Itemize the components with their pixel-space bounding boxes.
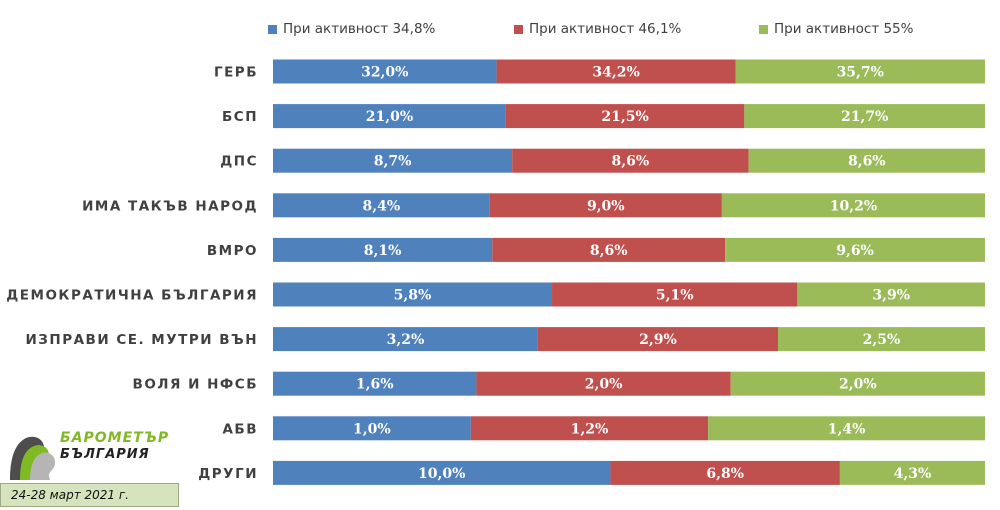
bar-value-label: 9,6% [836,243,874,259]
category-label: ДРУГИ [198,466,258,482]
bar-segment [725,237,985,262]
date-note: 24-28 март 2021 г. [0,483,179,507]
category-label: ВОЛЯ И НФСБ [133,377,258,393]
bar-segment [537,327,779,352]
bar-segment [797,282,985,307]
bar-segment [552,282,798,307]
category-label: БСП [222,109,258,125]
bar-segment [273,193,490,218]
bar-segment [744,104,985,129]
bar-value-label: 5,8% [394,288,432,304]
bar-value-label: 21,5% [601,109,648,125]
bar-segment [273,59,497,84]
category-label: ДЕМОКРАТИЧНА БЪЛГАРИЯ [6,288,258,304]
bar-value-label: 8,1% [364,243,402,259]
legend-swatch-series-1 [268,24,277,34]
bar-segment [512,148,749,173]
bar-segment [273,237,493,262]
bar-value-label: 3,9% [872,288,910,304]
bar-segment [730,371,985,396]
legend-item-series-2: При активност 46,1% [514,21,681,37]
legend-item-series-1: При активност 34,8% [268,21,435,37]
category-label: ИЗПРАВИ СЕ. МУТРИ ВЪН [26,332,259,348]
bar-segment [273,327,538,352]
category-label: АБВ [222,421,258,437]
bar-segment [735,59,985,84]
bar-value-label: 10,0% [418,466,465,482]
bar-value-label: 2,5% [863,332,901,348]
bar-segment [470,416,709,441]
bar-segment [610,460,840,485]
legend: При активност 34,8% При активност 46,1% … [0,21,1000,41]
bar-segment [721,193,985,218]
category-label: ИМА ТАКЪВ НАРОД [82,198,258,214]
bar-value-label: 1,0% [353,421,391,437]
bar-value-label: 1,2% [571,421,609,437]
bar-segment [505,104,745,129]
category-label: ВМРО [207,243,258,259]
bar-value-label: 35,7% [837,65,884,81]
bar-segment [273,416,471,441]
category-label: ГЕРБ [214,65,258,81]
bar-value-label: 2,0% [839,377,877,393]
bar-segment [476,371,731,396]
legend-swatch-series-2 [514,24,523,34]
logo-text-line-1: БАРОМЕТЪР [60,430,170,446]
legend-label-series-1: При активност 34,8% [283,21,436,37]
bar-value-label: 8,7% [374,154,412,170]
bar-value-label: 2,9% [639,332,677,348]
bar-segment [496,59,736,84]
bar-value-label: 2,0% [585,377,623,393]
legend-item-series-3: При активност 55% [759,21,913,37]
bar-segment [748,148,985,173]
bar-value-label: 6,8% [706,466,744,482]
bar-value-label: 8,6% [848,154,886,170]
bar-value-label: 5,1% [656,288,694,304]
legend-label-series-3: При активност 55% [774,21,914,37]
bar-segment [708,416,985,441]
bar-segment [273,148,513,173]
bar-value-label: 3,2% [387,332,425,348]
bar-segment [273,104,506,129]
bar-segment [839,460,985,485]
bar-value-label: 34,2% [592,65,639,81]
bar-value-label: 8,4% [363,198,401,214]
barometer-bulgaria-logo: БАРОМЕТЪР БЪЛГАРИЯ [4,424,194,484]
bar-value-label: 8,6% [612,154,650,170]
bar-value-label: 1,4% [828,421,866,437]
bar-value-label: 21,7% [841,109,888,125]
bar-value-label: 4,3% [894,466,932,482]
bar-segment [778,327,985,352]
bar-segment [492,237,726,262]
bar-value-label: 9,0% [587,198,625,214]
category-label: ДПС [220,154,258,170]
legend-swatch-series-3 [759,24,768,34]
bar-value-label: 32,0% [361,65,408,81]
bar-segment [273,460,611,485]
legend-label-series-2: При активност 46,1% [529,21,682,37]
heads-logo-icon [10,436,56,480]
bar-value-label: 21,0% [366,109,413,125]
bar-value-label: 10,2% [830,198,877,214]
logo-text-line-2: БЪЛГАРИЯ [60,447,150,462]
bar-segment [489,193,722,218]
bar-value-label: 8,6% [590,243,628,259]
bar-segment [273,282,553,307]
bar-segment [273,371,477,396]
bar-value-label: 1,6% [356,377,394,393]
